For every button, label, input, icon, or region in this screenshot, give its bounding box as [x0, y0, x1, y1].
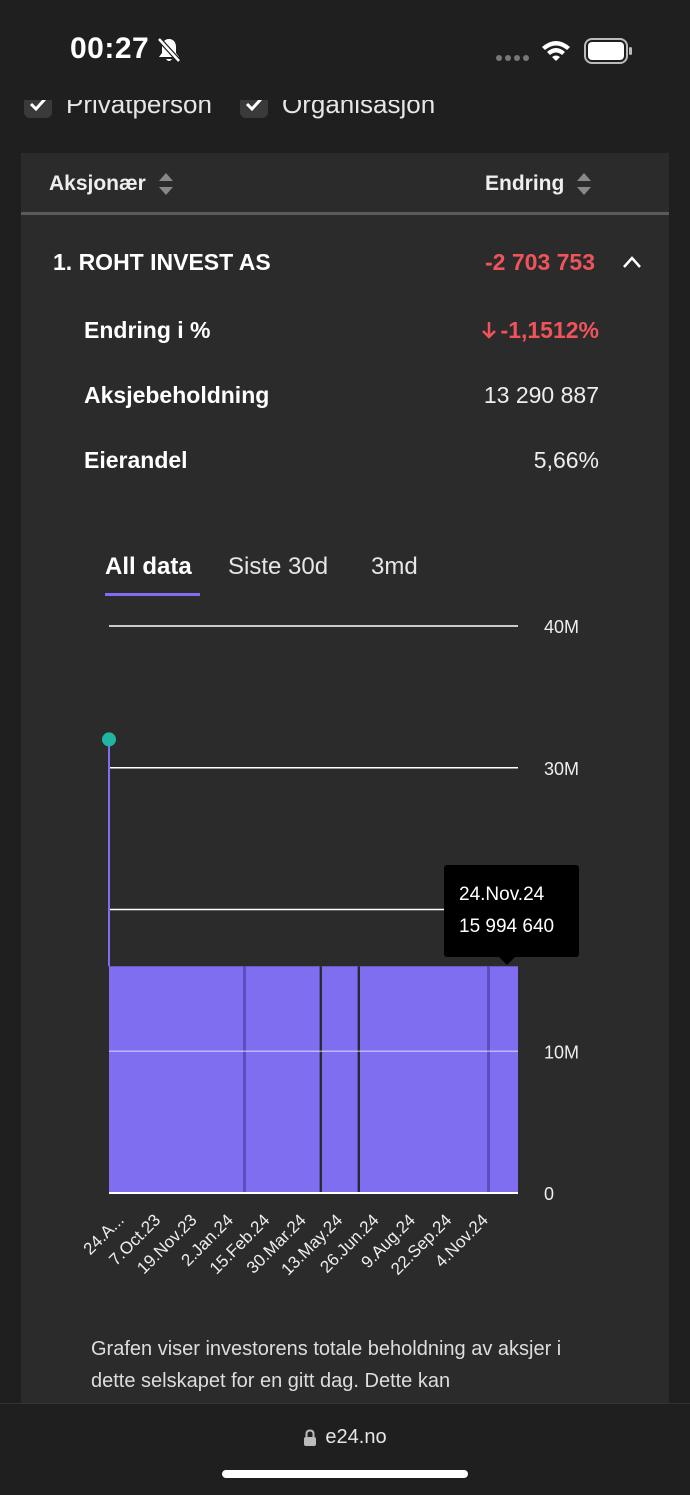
detail-label: Eierandel — [84, 447, 188, 473]
checkmark-icon — [29, 97, 47, 112]
tab-3md[interactable]: 3md — [371, 553, 418, 580]
detail-value: 5,66% — [533, 447, 599, 473]
lock-icon — [304, 1428, 317, 1446]
column-shareholder[interactable]: Aksjonær — [49, 171, 174, 197]
bar-separator — [243, 966, 246, 1193]
detail-change-percent: Endring i % -1,1512% — [84, 317, 599, 353]
status-bar: 00:27 — [0, 0, 690, 100]
tab-all-data[interactable]: All data — [105, 553, 192, 580]
detail-ownership: Eierandel 5,66% — [84, 447, 599, 483]
detail-value: -1,1512% — [481, 317, 599, 344]
bar-separator — [487, 966, 490, 1193]
home-indicator[interactable] — [222, 1470, 468, 1478]
column-change[interactable]: Endring — [485, 171, 592, 197]
table-row[interactable]: 1. ROHT INVEST AS -2 703 753 — [21, 249, 669, 289]
bar-gap — [358, 966, 360, 1193]
chart-tooltip: 24.Nov.24 15 994 640 — [444, 865, 579, 965]
active-tab-indicator — [105, 593, 200, 596]
y-tick-label: 0 — [544, 1184, 554, 1204]
change-value: -2 703 753 — [485, 249, 595, 275]
holdings-chart[interactable]: 40M30M10M024.A...7.Oct.2319.Nov.232.Jan.… — [21, 608, 669, 1288]
sort-icon — [577, 173, 592, 195]
checkmark-icon — [245, 97, 263, 112]
column-label: Endring — [485, 172, 565, 195]
detail-label: Aksjebeholdning — [84, 382, 270, 408]
y-tick-label: 40M — [544, 617, 579, 637]
wifi-icon — [542, 41, 570, 61]
chevron-up-icon[interactable] — [621, 253, 643, 271]
signal-dots-icon — [496, 55, 529, 61]
y-tick-label: 30M — [544, 759, 579, 779]
tab-last-30d[interactable]: Siste 30d — [228, 553, 329, 580]
shareholder-table: Aksjonær Endring 1. ROHT INVEST AS -2 70… — [21, 153, 669, 1413]
shareholder-name: 1. ROHT INVEST AS — [53, 249, 271, 275]
detail-holding: Aksjebeholdning 13 290 887 — [84, 382, 599, 418]
change-percent-value: -1,1512% — [500, 317, 599, 343]
column-label: Aksjonær — [49, 172, 146, 195]
detail-value: 13 290 887 — [483, 382, 599, 408]
tooltip-value: 15 994 640 — [459, 916, 555, 937]
arrow-down-icon — [481, 322, 496, 339]
chart-description: Grafen viser investorens totale beholdni… — [91, 1338, 562, 1392]
tooltip-pointer — [499, 957, 515, 965]
table-header: Aksjonær Endring — [21, 153, 669, 215]
url-text: e24.no — [325, 1426, 387, 1448]
start-marker — [102, 732, 116, 747]
battery-icon — [584, 38, 632, 64]
holdings-bar-area — [109, 966, 518, 1193]
address-bar[interactable]: e24.no — [0, 1426, 690, 1449]
status-time: 00:27 — [70, 32, 150, 65]
y-tick-label: 10M — [544, 1042, 579, 1062]
browser-bottom-bar: e24.no — [0, 1403, 690, 1495]
detail-label: Endring i % — [84, 317, 211, 343]
bar-gap — [320, 966, 322, 1193]
sort-icon — [158, 173, 173, 195]
bell-muted-icon — [157, 37, 181, 63]
tooltip-date: 24.Nov.24 — [459, 884, 545, 905]
